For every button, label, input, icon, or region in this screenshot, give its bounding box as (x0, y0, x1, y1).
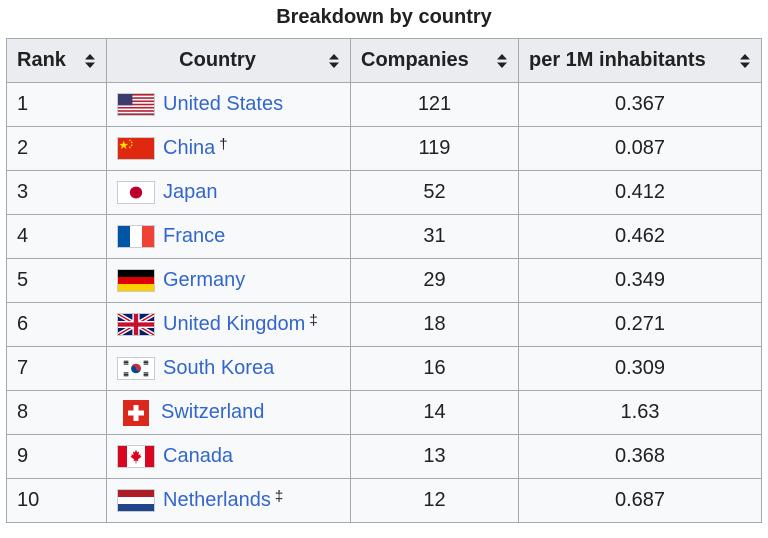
companies-cell: 52 (350, 170, 519, 215)
per-million-cell: 0.271 (518, 302, 762, 347)
per-million-cell: 0.462 (518, 214, 762, 259)
country-column-header[interactable]: Country (106, 38, 351, 83)
table-row: 10 Netherlands ‡ 12 0.687 (6, 478, 762, 523)
country-link[interactable]: United States (163, 93, 284, 115)
country-cell: Japan (106, 170, 351, 215)
ca-flag-icon[interactable] (117, 445, 155, 468)
ch-flag-icon[interactable] (123, 399, 149, 426)
table-caption: Breakdown by country (276, 6, 492, 28)
companies-cell: 29 (350, 258, 519, 303)
table-row: 5 Germany 29 0.349 (6, 258, 762, 303)
companies-header-label: Companies (361, 49, 469, 71)
us-flag-icon[interactable] (117, 93, 155, 116)
companies-cell: 16 (350, 346, 519, 391)
rank-cell: 6 (6, 302, 107, 347)
cn-flag-icon[interactable] (117, 137, 155, 160)
sort-updown-icon[interactable] (328, 52, 340, 70)
footnote-marker: ‡ (309, 312, 318, 329)
country-link[interactable]: United Kingdom (163, 313, 306, 335)
country-link[interactable]: China (163, 137, 216, 159)
table-row: 1 (6, 82, 762, 127)
rank-cell: 3 (6, 170, 107, 215)
companies-cell: 121 (350, 82, 519, 127)
per-million-cell: 0.349 (518, 258, 762, 303)
country-link[interactable]: Switzerland (161, 401, 265, 423)
companies-column-header[interactable]: Companies (350, 38, 519, 83)
fr-flag-icon[interactable] (117, 225, 155, 248)
country-cell: United Kingdom ‡ (106, 302, 351, 347)
table-row: 3 Japan 52 0.412 (6, 170, 762, 215)
companies-cell: 13 (350, 434, 519, 479)
country-cell: Netherlands ‡ (106, 478, 351, 523)
per-million-header-label: per 1M inhabitants (529, 49, 706, 71)
sort-updown-icon[interactable] (496, 52, 508, 70)
rank-cell: 5 (6, 258, 107, 303)
companies-cell: 14 (350, 390, 519, 435)
table-row: 4 France 31 0.462 (6, 214, 762, 259)
country-cell: Canada (106, 434, 351, 479)
country-cell: South Korea (106, 346, 351, 391)
companies-cell: 31 (350, 214, 519, 259)
rank-cell: 8 (6, 390, 107, 435)
kr-flag-icon[interactable] (117, 357, 155, 380)
gb-flag-icon[interactable] (117, 313, 155, 336)
table-row: 9 Canada 13 0.368 (6, 434, 762, 479)
rank-column-header[interactable]: Rank (6, 38, 107, 83)
companies-cell: 18 (350, 302, 519, 347)
country-cell: Switzerland (106, 390, 351, 435)
footnote-marker: † (219, 136, 228, 153)
per-million-cell: 1.63 (518, 390, 762, 435)
table-row: 7 (6, 346, 762, 391)
country-link[interactable]: Germany (163, 269, 246, 291)
companies-cell: 119 (350, 126, 519, 171)
table-row: 2 China † (6, 126, 762, 171)
per-million-cell: 0.309 (518, 346, 762, 391)
rank-cell: 10 (6, 478, 107, 523)
sort-updown-icon[interactable] (84, 52, 96, 70)
per-million-column-header[interactable]: per 1M inhabitants (518, 38, 762, 83)
per-million-cell: 0.687 (518, 478, 762, 523)
sort-updown-icon[interactable] (739, 52, 751, 70)
rank-header-label: Rank (17, 49, 66, 71)
country-cell: Germany (106, 258, 351, 303)
country-header-label: Country (179, 49, 256, 71)
rank-cell: 4 (6, 214, 107, 259)
per-million-cell: 0.087 (518, 126, 762, 171)
companies-cell: 12 (350, 478, 519, 523)
jp-flag-icon[interactable] (117, 181, 155, 204)
rank-cell: 7 (6, 346, 107, 391)
per-million-cell: 0.367 (518, 82, 762, 127)
country-table: Rank Country Companies (6, 38, 762, 523)
country-link[interactable]: Canada (163, 445, 234, 467)
table-row: 8 Switzerland 14 1.63 (6, 390, 762, 435)
country-link[interactable]: Japan (163, 181, 218, 203)
de-flag-icon[interactable] (117, 269, 155, 292)
rank-cell: 1 (6, 82, 107, 127)
rank-cell: 9 (6, 434, 107, 479)
country-link[interactable]: Netherlands (163, 489, 271, 511)
country-cell: United States (106, 82, 351, 127)
country-cell: France (106, 214, 351, 259)
rank-cell: 2 (6, 126, 107, 171)
footnote-marker: ‡ (274, 488, 284, 505)
country-cell: China † (106, 126, 351, 171)
country-link[interactable]: South Korea (163, 357, 275, 379)
header-row: Rank Country Companies (6, 38, 762, 83)
table-row: 6 United Kingdom ‡ (6, 302, 762, 347)
nl-flag-icon[interactable] (117, 489, 155, 512)
per-million-cell: 0.412 (518, 170, 762, 215)
country-link[interactable]: France (163, 225, 226, 247)
per-million-cell: 0.368 (518, 434, 762, 479)
